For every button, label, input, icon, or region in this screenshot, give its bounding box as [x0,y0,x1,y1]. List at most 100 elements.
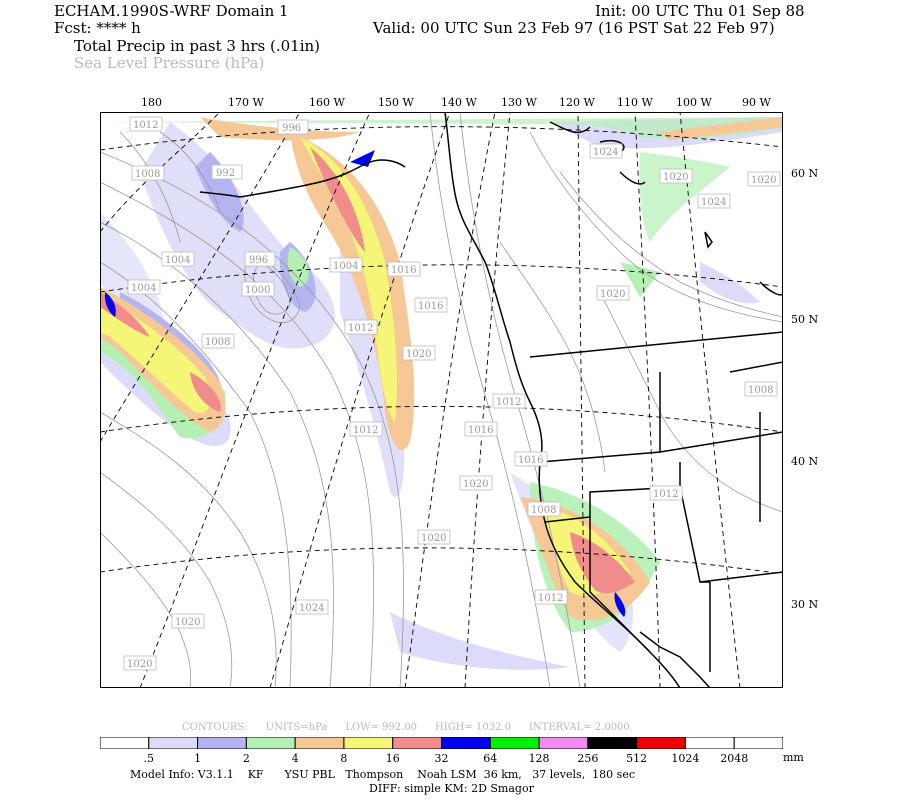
isobar-label: 1020 [600,289,625,300]
precip-area-green [100,117,783,139]
lon-label: 170 W [228,96,264,109]
contours-interval: INTERVAL= 2.0000 [528,722,630,733]
diff-info: DIFF: simple KM: 2D Smagor [369,782,534,795]
isobar-label: 1000 [245,285,270,296]
colorbar-swatch [587,737,638,749]
field-title-slp: Sea Level Pressure (hPa) [74,54,265,72]
precip-area-yellow [100,297,211,413]
colorbar-swatch [197,737,247,749]
isobar-label: 1020 [751,175,776,186]
colorbar-tick-label: 2 [242,752,250,765]
colorbar-swatch [100,737,150,749]
isobar-label: 996 [249,255,268,266]
lat-label: 30 N [791,598,819,611]
colorbar-swatch [684,737,735,749]
lon-label: 180 [141,96,162,109]
isobar-label: 1012 [353,425,378,436]
lon-label: 150 W [378,96,414,109]
precip-colorbar [100,737,783,749]
weather-map: 1012 1008 996 992 1004 996 1000 1004 100… [100,112,783,688]
model-title: ECHAM.1990S-WRF Domain 1 [54,2,289,20]
colorbar-tick-label: 32 [434,752,449,765]
isobar-label: 1008 [531,505,556,516]
colorbar-swatch [538,737,589,749]
precip-area-red [310,147,365,252]
colorbar-tick-label: 4 [291,752,299,765]
isobar-label: 1012 [496,397,521,408]
valid-time: Valid: 00 UTC Sun 23 Feb 97 (16 PST Sat … [373,19,775,37]
colorbar-tick-label: .5 [143,752,155,765]
precip-area-light [340,242,405,498]
lon-label: 110 W [617,96,653,109]
colorbar-swatch [343,737,394,749]
isobar-label: 1012 [348,323,373,334]
lon-label: 120 W [559,96,595,109]
isobar-label: 1020 [421,533,446,544]
contours-info: CONTOURS: UNITS=hPa LOW= 992.00 HIGH= 1032.… [182,722,648,733]
isobar-label: 1008 [748,385,773,396]
colorbar-swatch [294,737,345,749]
lon-label: 130 W [501,96,537,109]
contours-high: HIGH= 1032.0 [435,722,511,733]
colorbar-swatch [148,737,199,749]
isobar-label: 1004 [131,283,156,294]
colorbar-swatch [636,737,686,749]
isobar-label: 1020 [175,617,200,628]
precip-area-red [190,372,221,412]
precip-area-lavender [195,152,244,232]
precip-area-blue [614,592,626,617]
model-info: Model Info: V3.1.1 KF YSU PBL Thompson N… [130,768,635,781]
precip-area-orange [660,117,783,140]
colorbar-tick-label: 64 [483,752,498,765]
contours-units: UNITS=hPa [265,722,328,733]
isobar-label: 1004 [333,261,358,272]
isobar-label: 1008 [135,169,160,180]
colorbar-tick-label: 1024 [671,752,700,765]
colorbar-swatch [733,737,783,749]
isobar-label: 992 [216,168,235,179]
lon-label: 90 W [742,96,771,109]
isobar-labels: 1012 1008 996 992 1004 996 1000 1004 100… [123,116,781,671]
isobar-label: 1004 [165,255,190,266]
colorbar-unit: mm [783,751,804,764]
contours-label: CONTOURS: [182,722,248,733]
colorbar-swatch [392,737,442,749]
colorbar-swatch [489,737,540,749]
precip-area-green [287,247,309,287]
isobar-label: 1016 [418,301,443,312]
isobar-label: 1016 [468,425,493,436]
isobar-label: 1024 [593,147,618,158]
field-title-precip: Total Precip in past 3 hrs (.01in) [74,37,321,55]
isobar-label: 996 [282,123,301,134]
isobar-label: 1012 [653,489,678,500]
precip-area-red [570,532,635,594]
isobar-label: 1020 [463,479,488,490]
isobar-label: 1020 [127,659,152,670]
isobar-label: 1016 [391,265,416,276]
isobar-label: 1012 [538,593,563,604]
lat-label: 50 N [791,313,819,326]
colorbar-tick-label: 1 [194,752,202,765]
colorbar-tick-label: 256 [577,752,599,765]
lon-label: 140 W [441,96,477,109]
contours-low: LOW= 992.00 [345,722,418,733]
isobar-label: 1016 [518,455,543,466]
precip-shading [100,117,783,670]
isobar-label: 1012 [133,120,158,131]
precip-area-blue [104,292,116,317]
colorbar-tick-label: 512 [626,752,648,765]
lat-label: 40 N [791,455,819,468]
colorbar-swatch [441,737,491,749]
isobar-label: 1008 [205,337,230,348]
isobar-label: 1024 [299,603,324,614]
isobar-label: 1020 [406,349,431,360]
colorbar-tick-label: 128 [528,752,550,765]
isobar-label: 1020 [663,172,688,183]
colorbar-tick-label: 16 [385,752,400,765]
lat-label: 60 N [791,167,819,180]
init-time: Init: 00 UTC Thu 01 Sep 88 [595,2,805,20]
isobar-label: 1024 [701,197,726,208]
colorbar-swatch [245,737,296,749]
forecast-hour: Fcst: **** h [54,19,141,37]
lon-label: 160 W [309,96,345,109]
